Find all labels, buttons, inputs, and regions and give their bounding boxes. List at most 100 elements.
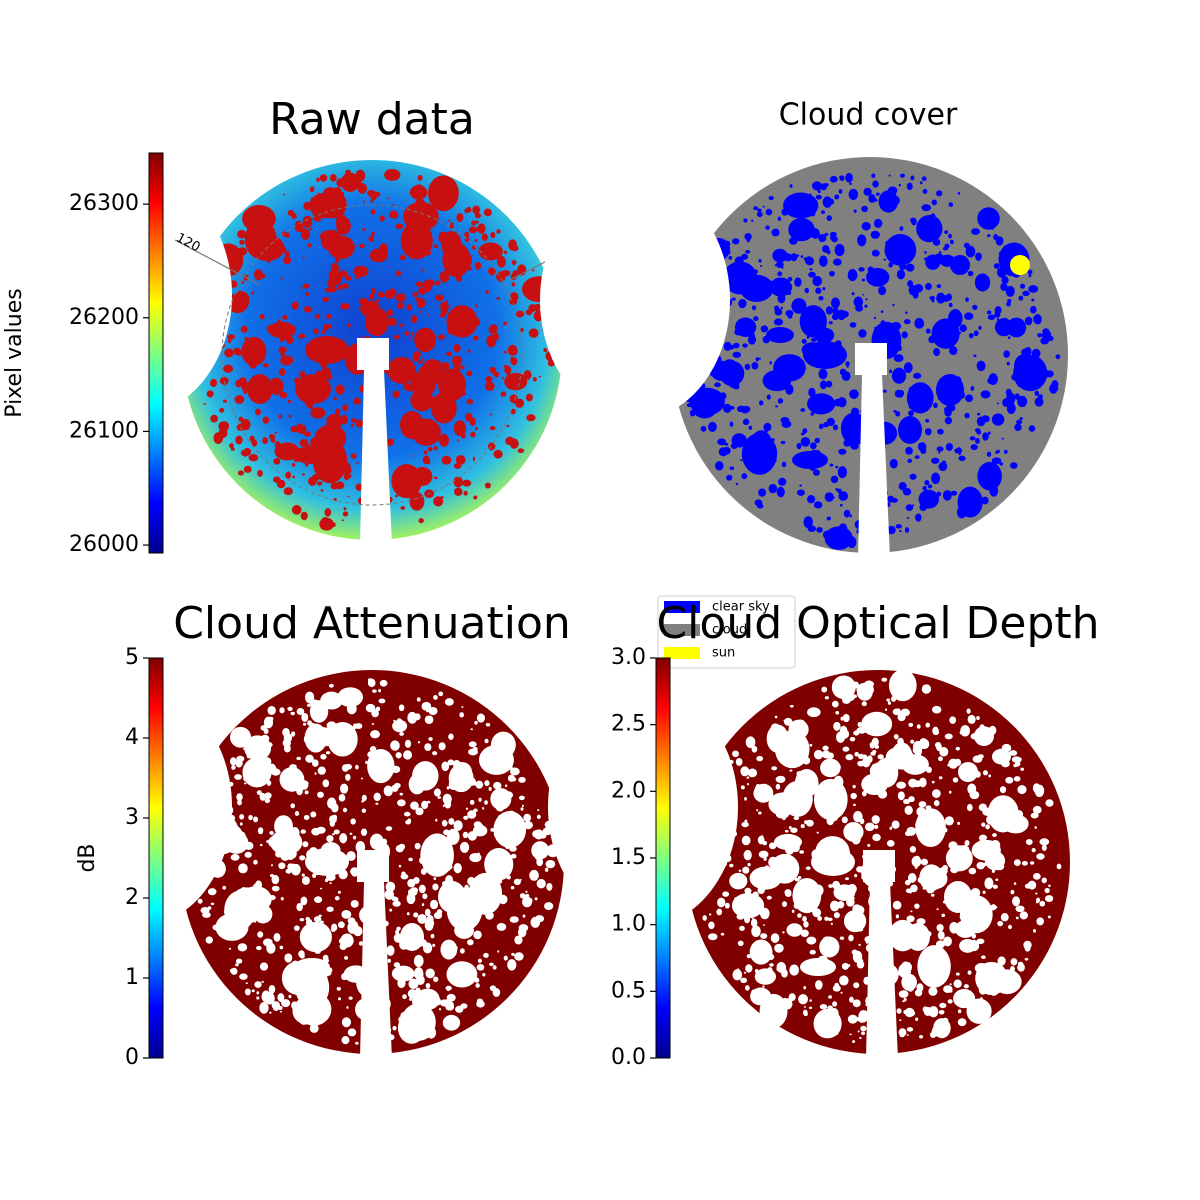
cloud-gap: [873, 316, 876, 320]
cloud-gap: [861, 205, 869, 213]
cloud-gap: [945, 443, 953, 451]
cloud-gap: [842, 536, 850, 541]
legend-swatch: [664, 601, 700, 613]
cloud-gap: [518, 795, 525, 801]
cloud-gap: [294, 811, 300, 817]
cloud-gap: [850, 792, 857, 800]
cloud-gap: [296, 786, 303, 796]
cloud-gap: [735, 482, 739, 485]
cloud-gap: [742, 418, 750, 426]
cloud-gap: [461, 706, 464, 708]
cloud-gap: [495, 800, 505, 812]
colorbar-label: Pixel values: [2, 288, 27, 417]
colorbar-tick-label: 1.5: [611, 845, 646, 870]
cloud-gap: [391, 965, 415, 982]
cloud-gap: [880, 320, 886, 324]
cloud-gap: [274, 442, 300, 461]
cloud-gap: [490, 748, 499, 757]
cloud-gap: [851, 292, 855, 296]
cloud-gap: [912, 745, 922, 755]
cloud-gap: [743, 971, 747, 974]
cloud-gap: [866, 755, 873, 763]
cloud-gap: [303, 306, 312, 313]
cloud-gap: [899, 263, 907, 271]
colorbar: [148, 657, 164, 1059]
cloud-gap: [936, 190, 943, 197]
cloud-gap: [833, 721, 841, 731]
cloud-gap: [505, 784, 508, 788]
cloud-gap: [312, 873, 317, 879]
cloud-gap: [490, 828, 495, 832]
cloud-gap: [514, 952, 524, 961]
cloud-gap: [341, 1017, 352, 1028]
cloud-gap: [781, 461, 787, 468]
cloud-gap: [546, 883, 553, 891]
cloud-gap: [999, 462, 1003, 466]
cloud-gap: [361, 808, 367, 813]
cloud-gap: [449, 224, 455, 229]
cloud-gap: [933, 347, 941, 357]
sky-image: [42, 160, 562, 545]
cloud-gap: [439, 270, 450, 283]
cloud-gap: [413, 876, 420, 884]
cloud-gap: [708, 933, 718, 941]
cloud-gap: [915, 513, 922, 522]
cloud-gap: [733, 342, 740, 349]
cloud-gap: [901, 973, 917, 991]
cloud-gap: [819, 1004, 828, 1010]
cloud-gap: [936, 374, 964, 406]
cloud-gap: [812, 908, 822, 918]
cloud-gap: [931, 199, 938, 206]
cloud-gap: [949, 239, 954, 245]
cloud-gap: [279, 945, 284, 950]
cloud-gap: [485, 722, 491, 727]
cloud-gap: [305, 916, 310, 921]
cloud-gap: [839, 175, 843, 179]
cloud-gap: [973, 354, 977, 358]
cloud-gap: [345, 773, 351, 781]
cloud-gap: [848, 188, 859, 201]
cloud-gap: [875, 192, 880, 196]
cloud-gap: [309, 700, 329, 723]
cloud-gap: [1028, 425, 1036, 432]
cloud-gap: [264, 240, 268, 244]
cloud-gap: [387, 317, 397, 327]
cloud-gap: [906, 923, 930, 951]
cloud-gap: [360, 777, 364, 780]
cloud-gap: [1005, 976, 1016, 988]
cloud-gap: [780, 416, 790, 424]
cloud-gap: [751, 917, 754, 920]
cloud-gap: [531, 304, 541, 312]
cloud-gap: [314, 1021, 319, 1026]
cloud-gap: [830, 922, 834, 925]
cloud-gap: [452, 250, 472, 270]
cloud-gap: [403, 367, 408, 372]
cloud-gap: [1006, 402, 1016, 415]
cloud-gap: [1012, 896, 1021, 907]
cloud-gap: [949, 921, 959, 934]
cloud-gap: [344, 763, 352, 770]
cloud-gap: [279, 707, 285, 714]
cloud-gap: [859, 818, 865, 825]
cloud-gap: [423, 450, 428, 455]
cloud-gap: [761, 289, 766, 295]
cloud-gap: [968, 333, 974, 339]
cloud-gap: [355, 419, 364, 428]
cloud-gap: [341, 1036, 350, 1045]
cloud-gap: [1024, 957, 1029, 961]
cloud-gap: [404, 739, 412, 748]
cloud-gap: [768, 856, 779, 868]
cloud-gap: [377, 291, 385, 298]
cloud-gap: [355, 276, 360, 280]
cloud-gap: [906, 1034, 909, 1036]
cloud-gap: [832, 424, 839, 431]
cloud-gap: [472, 746, 478, 752]
cloud-gap: [842, 746, 850, 752]
cloud-gap: [447, 759, 455, 766]
cloud-gap: [756, 809, 759, 812]
cloud-gap: [421, 903, 425, 907]
sun: [1010, 255, 1030, 275]
cloud-gap: [853, 982, 860, 989]
cloud-gap: [871, 714, 879, 724]
cloud-gap: [792, 878, 822, 914]
